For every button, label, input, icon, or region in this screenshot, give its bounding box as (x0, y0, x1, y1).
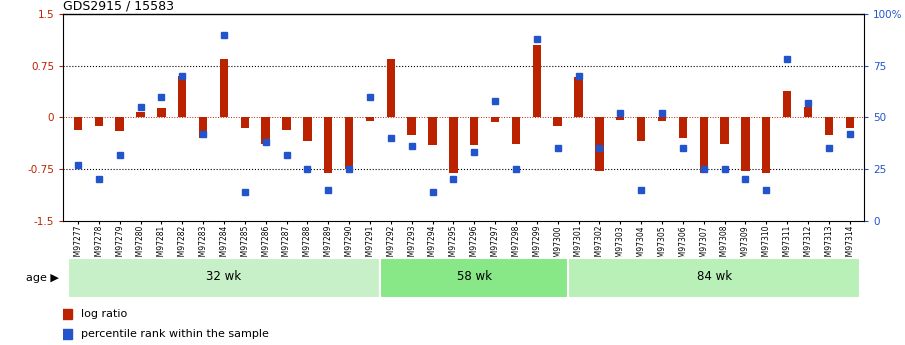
Bar (178, 76, 186, 117)
Text: 58 wk: 58 wk (457, 270, 491, 283)
Bar (845, 117, 853, 128)
Bar (762, 117, 770, 172)
Bar (568, 257, 860, 298)
Bar (262, 117, 270, 144)
Bar (700, 117, 708, 172)
Bar (491, 117, 500, 122)
Bar (741, 117, 749, 171)
Bar (407, 117, 415, 135)
Bar (241, 117, 249, 128)
Bar (380, 257, 568, 298)
Bar (137, 112, 145, 117)
Bar (449, 117, 458, 172)
Bar (324, 117, 332, 172)
Text: 32 wk: 32 wk (206, 270, 242, 283)
Bar (804, 107, 812, 117)
Bar (74, 117, 82, 130)
Bar (595, 117, 604, 171)
Bar (199, 117, 207, 138)
Bar (512, 117, 520, 144)
Bar (658, 117, 666, 121)
Text: GDS2915 / 15583: GDS2915 / 15583 (63, 0, 175, 13)
Bar (616, 117, 624, 120)
Bar (679, 117, 687, 138)
Bar (637, 117, 645, 141)
Bar (720, 117, 729, 144)
Bar (824, 117, 833, 135)
Text: age ▶: age ▶ (26, 273, 59, 283)
Bar (345, 117, 353, 169)
Text: percentile rank within the sample: percentile rank within the sample (81, 329, 269, 339)
Text: log ratio: log ratio (81, 309, 128, 318)
Bar (533, 45, 541, 117)
Text: 84 wk: 84 wk (697, 270, 731, 283)
Bar (575, 77, 583, 117)
Bar (470, 117, 479, 145)
Bar (68, 257, 380, 298)
Bar (386, 59, 395, 117)
Bar (366, 117, 374, 121)
Bar (282, 117, 291, 130)
Bar (554, 117, 562, 126)
Bar (783, 91, 791, 117)
Bar (157, 108, 166, 117)
Bar (220, 59, 228, 117)
Bar (116, 117, 124, 131)
Bar (303, 117, 311, 141)
Bar (428, 117, 437, 145)
Bar (95, 117, 103, 126)
